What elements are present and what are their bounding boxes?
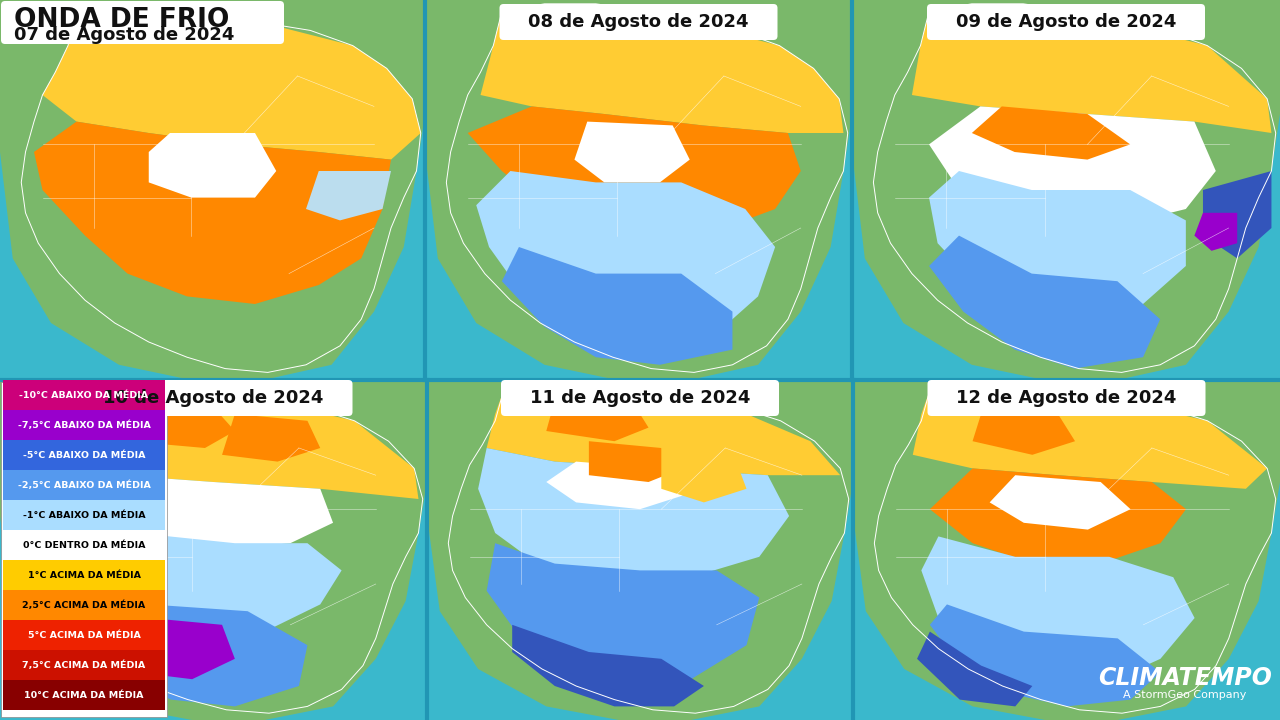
FancyBboxPatch shape — [1, 1, 284, 44]
Polygon shape — [922, 536, 1194, 686]
Text: A StormGeo Company: A StormGeo Company — [1124, 690, 1247, 700]
Bar — [1, 382, 166, 717]
Polygon shape — [913, 390, 1267, 489]
Bar — [3, 410, 165, 440]
Polygon shape — [425, 0, 852, 380]
Polygon shape — [476, 171, 776, 357]
FancyBboxPatch shape — [74, 380, 352, 416]
Text: -10°C ABAIXO DA MÉDIA: -10°C ABAIXO DA MÉDIA — [19, 390, 148, 400]
Polygon shape — [128, 408, 234, 448]
Bar — [3, 530, 165, 560]
Polygon shape — [479, 448, 788, 584]
Bar — [425, 0, 852, 380]
Polygon shape — [929, 235, 1160, 369]
Polygon shape — [306, 171, 390, 220]
Text: 12 de Agosto de 2024: 12 de Agosto de 2024 — [956, 389, 1176, 407]
Polygon shape — [486, 543, 759, 686]
Polygon shape — [42, 12, 421, 160]
Bar — [3, 380, 165, 410]
Polygon shape — [589, 441, 682, 482]
Bar — [0, 380, 428, 720]
Text: 11 de Agosto de 2024: 11 de Agosto de 2024 — [530, 389, 750, 407]
Bar — [3, 620, 165, 650]
Text: 08 de Agosto de 2024: 08 de Agosto de 2024 — [529, 13, 749, 31]
Polygon shape — [575, 122, 690, 182]
Polygon shape — [916, 631, 1033, 706]
Polygon shape — [852, 0, 1280, 380]
Polygon shape — [428, 380, 852, 720]
Polygon shape — [547, 462, 682, 509]
Polygon shape — [0, 380, 428, 720]
Polygon shape — [929, 171, 1185, 327]
Text: ONDA DE FRIO: ONDA DE FRIO — [14, 7, 229, 33]
Bar — [3, 440, 165, 470]
Text: -5°C ABAIXO DA MÉDIA: -5°C ABAIXO DA MÉDIA — [23, 451, 145, 459]
Polygon shape — [119, 618, 234, 679]
Text: 07 de Agosto de 2024: 07 de Agosto de 2024 — [14, 26, 234, 44]
Bar — [428, 380, 852, 720]
Polygon shape — [852, 380, 1280, 720]
FancyBboxPatch shape — [500, 380, 780, 416]
Polygon shape — [929, 107, 1216, 228]
Polygon shape — [929, 469, 1187, 564]
Bar — [3, 470, 165, 500]
Text: CLIMATEMPO: CLIMATEMPO — [1098, 666, 1272, 690]
Polygon shape — [662, 448, 746, 503]
Bar — [852, 380, 1280, 720]
Bar — [0, 0, 425, 380]
Polygon shape — [60, 390, 419, 499]
Polygon shape — [35, 122, 390, 304]
Text: 1°C ACIMA DA MÉDIA: 1°C ACIMA DA MÉDIA — [27, 570, 141, 580]
Bar — [3, 560, 165, 590]
Bar — [3, 680, 165, 710]
Bar — [3, 500, 165, 530]
Text: -7,5°C ABAIXO DA MÉDIA: -7,5°C ABAIXO DA MÉDIA — [18, 420, 151, 430]
Polygon shape — [60, 516, 342, 639]
Polygon shape — [480, 12, 844, 133]
Polygon shape — [1203, 171, 1271, 258]
Text: -1°C ABAIXO DA MÉDIA: -1°C ABAIXO DA MÉDIA — [23, 510, 146, 520]
Polygon shape — [0, 0, 425, 380]
Text: 0°C DENTRO DA MÉDIA: 0°C DENTRO DA MÉDIA — [23, 541, 145, 549]
Polygon shape — [221, 414, 320, 462]
Polygon shape — [60, 577, 307, 706]
FancyBboxPatch shape — [927, 4, 1204, 40]
Polygon shape — [973, 414, 1075, 455]
Polygon shape — [42, 604, 163, 700]
Text: 10 de Agosto de 2024: 10 de Agosto de 2024 — [104, 389, 324, 407]
Polygon shape — [929, 604, 1161, 706]
Text: 7,5°C ACIMA DA MÉDIA: 7,5°C ACIMA DA MÉDIA — [22, 660, 146, 670]
Polygon shape — [547, 400, 649, 441]
FancyBboxPatch shape — [928, 380, 1206, 416]
Polygon shape — [502, 247, 732, 365]
Bar — [3, 650, 165, 680]
Text: 5°C ACIMA DA MÉDIA: 5°C ACIMA DA MÉDIA — [28, 631, 141, 639]
Text: 09 de Agosto de 2024: 09 de Agosto de 2024 — [956, 13, 1176, 31]
Polygon shape — [989, 475, 1130, 530]
Polygon shape — [1194, 213, 1238, 251]
Text: 10°C ACIMA DA MÉDIA: 10°C ACIMA DA MÉDIA — [24, 690, 143, 700]
Bar — [852, 0, 1280, 380]
Polygon shape — [467, 107, 801, 235]
Polygon shape — [512, 625, 704, 706]
Polygon shape — [972, 107, 1130, 160]
Polygon shape — [148, 133, 276, 197]
Text: 2,5°C ACIMA DA MÉDIA: 2,5°C ACIMA DA MÉDIA — [22, 600, 146, 610]
Polygon shape — [77, 475, 333, 550]
Text: -2,5°C ABAIXO DA MÉDIA: -2,5°C ABAIXO DA MÉDIA — [18, 480, 151, 490]
FancyBboxPatch shape — [499, 4, 777, 40]
Polygon shape — [486, 390, 840, 475]
Bar — [3, 590, 165, 620]
Polygon shape — [911, 12, 1271, 133]
